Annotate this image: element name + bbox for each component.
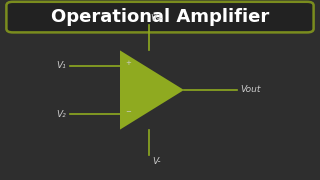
Text: V₂: V₂ xyxy=(56,110,66,119)
Text: V+: V+ xyxy=(150,14,164,23)
Text: +: + xyxy=(125,60,131,66)
Polygon shape xyxy=(120,50,184,130)
FancyBboxPatch shape xyxy=(6,2,314,32)
Text: V₁: V₁ xyxy=(56,61,66,70)
Text: V-: V- xyxy=(153,157,161,166)
Text: Vout: Vout xyxy=(241,86,261,94)
Text: Operational Amplifier: Operational Amplifier xyxy=(51,8,269,26)
Text: −: − xyxy=(125,109,131,115)
